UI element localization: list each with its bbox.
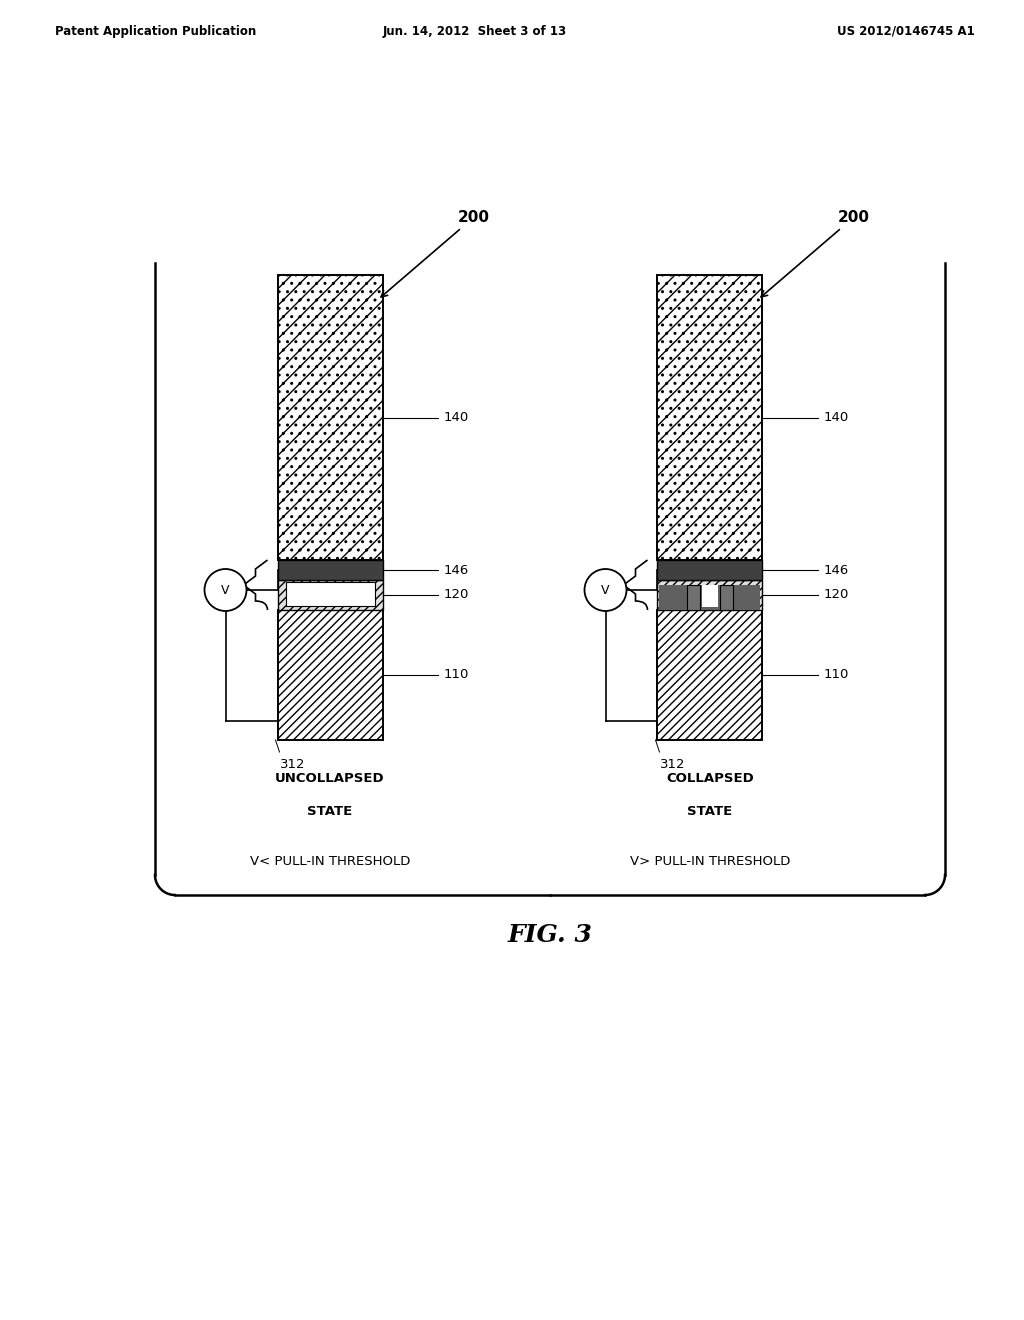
- Bar: [278, 579, 383, 610]
- Text: 110: 110: [823, 668, 849, 681]
- Text: UNCOLLAPSED: UNCOLLAPSED: [275, 772, 385, 785]
- Bar: [702, 585, 718, 607]
- Text: 140: 140: [443, 411, 469, 424]
- Text: STATE: STATE: [307, 805, 352, 818]
- Bar: [720, 585, 733, 610]
- Text: V< PULL-IN THRESHOLD: V< PULL-IN THRESHOLD: [250, 855, 411, 869]
- Bar: [657, 579, 763, 610]
- Text: COLLAPSED: COLLAPSED: [667, 772, 754, 785]
- Text: V: V: [601, 583, 609, 597]
- Bar: [657, 610, 763, 741]
- Text: 146: 146: [823, 564, 849, 577]
- Bar: [657, 275, 763, 560]
- Text: V: V: [221, 583, 229, 597]
- Text: FIG. 3: FIG. 3: [508, 923, 593, 946]
- Bar: [687, 585, 700, 610]
- Circle shape: [205, 569, 247, 611]
- Text: 140: 140: [823, 411, 849, 424]
- Bar: [278, 610, 383, 741]
- Circle shape: [585, 569, 627, 611]
- Text: 130: 130: [208, 578, 233, 591]
- Bar: [278, 275, 383, 560]
- Text: 130: 130: [588, 578, 613, 591]
- Text: 146: 146: [443, 564, 469, 577]
- Text: 200: 200: [761, 210, 869, 297]
- Bar: [657, 560, 763, 579]
- Text: US 2012/0146745 A1: US 2012/0146745 A1: [838, 25, 975, 38]
- Text: STATE: STATE: [687, 805, 732, 818]
- Text: 110: 110: [443, 668, 469, 681]
- Text: 120: 120: [443, 589, 469, 602]
- Bar: [659, 585, 761, 610]
- Text: 120: 120: [823, 589, 849, 602]
- Text: Jun. 14, 2012  Sheet 3 of 13: Jun. 14, 2012 Sheet 3 of 13: [383, 25, 567, 38]
- Text: Patent Application Publication: Patent Application Publication: [55, 25, 256, 38]
- Bar: [286, 582, 375, 606]
- Text: V> PULL-IN THRESHOLD: V> PULL-IN THRESHOLD: [630, 855, 791, 869]
- Text: 200: 200: [381, 210, 489, 297]
- Text: 312: 312: [659, 758, 685, 771]
- Text: 312: 312: [280, 758, 305, 771]
- Bar: [278, 560, 383, 579]
